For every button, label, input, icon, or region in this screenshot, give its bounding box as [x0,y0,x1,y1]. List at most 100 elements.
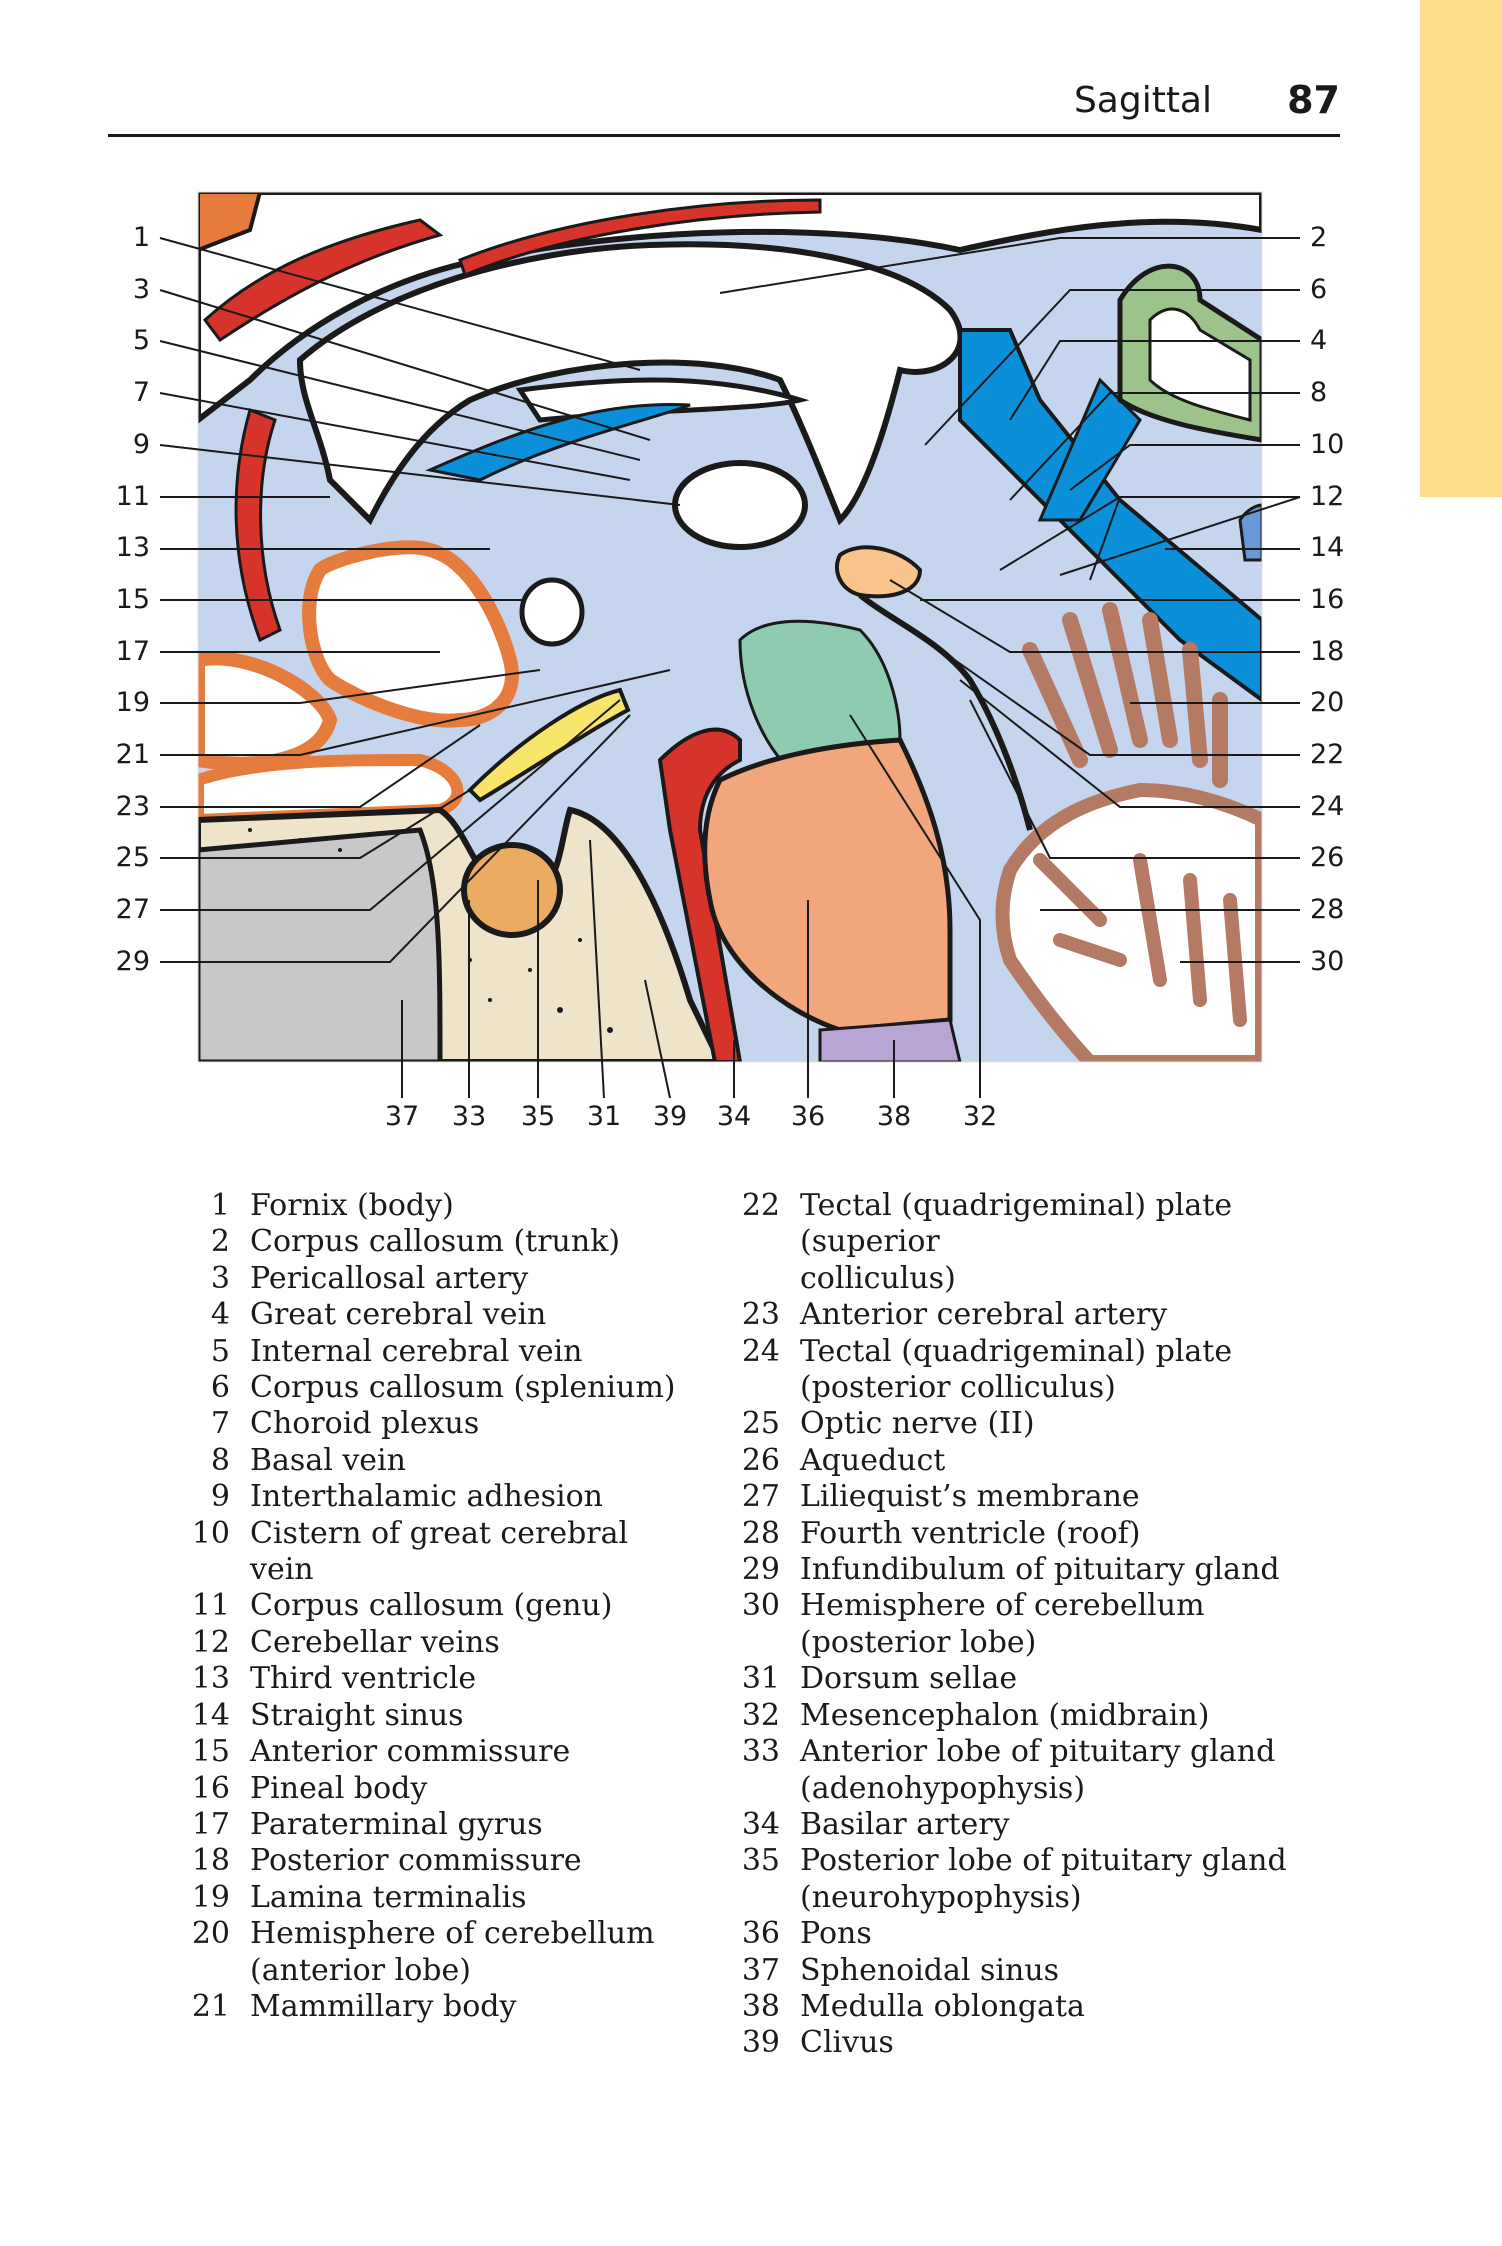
diagram-label-4: 4 [1310,325,1328,357]
legend-text: Pineal body [230,1771,427,1807]
legend-item: 11 Corpus callosum (genu) [180,1588,700,1624]
legend-text: Fourth ventricle (roof) [780,1516,1141,1552]
medulla-oblongata [818,1018,962,1062]
legend-text-line: Liliequist’s membrane [800,1479,1140,1515]
legend-number: 31 [741,1661,780,1697]
legend-item: 2 Corpus callosum (trunk) [180,1224,700,1260]
legend-text: Dorsum sellae [780,1661,1017,1697]
legend-text: Interthalamic adhesion [230,1479,603,1515]
legend-item: 23 Anterior cerebral artery [730,1297,1370,1333]
basilar-artery [657,727,743,1062]
diagram-label-17: 17 [115,635,150,667]
legend-right-column: 22 Tectal (quadrigeminal) plate (superior… [730,1188,1370,2062]
leader-lines [159,237,1301,1099]
legend-item: 32 Mesencephalon (midbrain) [730,1698,1370,1734]
legend-text: Hemisphere of cerebellum (anterior lobe) [230,1916,655,1989]
legend-number: 6 [210,1370,230,1406]
diagram-label-35: 35 [520,1101,556,1132]
legend-item: 34 Basilar artery [730,1807,1370,1843]
legend-text-line: Cistern of great cerebral vein [250,1515,629,1588]
legend-text: Hemisphere of cerebellum (posterior lobe) [780,1588,1205,1661]
interthalamic-adhesion [672,460,808,550]
legend-text-line: Anterior cerebral artery [800,1297,1168,1333]
legend-item: 10 Cistern of great cerebral vein [180,1516,700,1589]
diagram-label-32: 32 [962,1101,998,1132]
legend-number: 26 [741,1442,780,1478]
diagram-label-29: 29 [115,945,150,977]
legend-item: 29 Infundibulum of pituitary gland [730,1552,1370,1588]
legend-text-line: Tectal (quadrigeminal) plate (superior [800,1188,1233,1260]
legend-item: 20 Hemisphere of cerebellum (anterior lobe… [180,1916,700,1989]
legend-number: 14 [191,1697,230,1733]
legend-number: 24 [741,1333,780,1369]
legend-text: Cistern of great cerebral vein [230,1516,700,1589]
diagram-label-38: 38 [876,1101,912,1132]
legend-text: Sphenoidal sinus [780,1953,1059,1989]
legend-text: Aqueduct [780,1443,945,1479]
aqueduct [858,592,1033,831]
legend-text-line: Mammillary body [250,1988,517,2024]
legend-text: Basilar artery [780,1807,1010,1843]
legend-item: 4 Great cerebral vein [180,1297,700,1333]
legend-text-line: Third ventricle [250,1661,477,1697]
legend-text-line: Corpus callosum (trunk) [250,1224,621,1260]
legend-number: 5 [210,1333,230,1369]
pericallosal-artery [202,218,444,343]
legend-number: 1 [210,1188,230,1223]
legend-item: 15 Anterior commissure [180,1734,700,1770]
pineal-body [834,545,923,599]
legend-item: 12 Cerebellar veins [180,1625,700,1661]
legend-text-line: Posterior lobe of pituitary gland [800,1843,1287,1879]
legend-text-line: Great cerebral vein [250,1297,547,1333]
sagittal-brain-diagram [159,191,1301,1099]
legend-item: 3 Pericallosal artery [180,1261,700,1297]
legend-text: Anterior lobe of pituitary gland (adenohy… [780,1734,1275,1807]
legend-item: 19 Lamina terminalis [180,1880,700,1916]
anterior-commissure [519,577,585,647]
legend-text-line: Basilar artery [800,1806,1010,1842]
legend-number: 16 [191,1770,230,1806]
legend-text-line: Anterior commissure [250,1734,571,1770]
legend-number: 25 [741,1406,780,1442]
legend-number: 33 [741,1734,780,1770]
legend-item: 39 Clivus [730,2025,1370,2061]
legend-number: 20 [191,1916,230,1952]
legend-text: Optic nerve (II) [780,1406,1035,1442]
legend-number: 30 [741,1588,780,1624]
legend-text-line: Pericallosal artery [250,1260,529,1296]
legend-item: 16 Pineal body [180,1771,700,1807]
section-title: Sagittal [1073,80,1212,121]
corpus-callosum [296,241,964,526]
legend-text: Basal vein [230,1443,406,1479]
diagram-label-22: 22 [1310,739,1345,770]
legend-text: Clivus [780,2025,894,2061]
legend-text-line: Corpus callosum (genu) [250,1588,613,1624]
legend-text: Fornix (body) [230,1188,454,1224]
diagram-label-33: 33 [451,1101,487,1132]
diagram-label-11: 11 [115,480,150,512]
legend-text-line: (adenohypophysis) [800,1770,1086,1806]
legend-text: Lamina terminalis [230,1880,527,1916]
diagram-label-28: 28 [1310,894,1345,926]
great-cerebral-vein [958,328,1262,703]
legend-text: Internal cerebral vein [230,1334,583,1370]
legend-item: 25 Optic nerve (II) [730,1406,1370,1442]
diagram-label-1: 1 [132,222,150,253]
legend-text-line: Infundibulum of pituitary gland [800,1552,1280,1588]
legend-text-line: Straight sinus [250,1697,464,1733]
diagram-label-15: 15 [115,583,150,615]
diagram-label-2: 2 [1310,222,1328,253]
legend-number: 32 [741,1697,780,1733]
legend-text: Third ventricle [230,1661,476,1697]
legend-number: 28 [741,1515,780,1551]
diagram-label-37: 37 [384,1101,420,1132]
pituitary-gland [461,842,563,938]
diagram-label-21: 21 [115,739,150,770]
diagram-label-30: 30 [1310,945,1345,977]
legend-item: 1 Fornix (body) [180,1188,700,1224]
legend-number: 10 [191,1515,230,1551]
legend-number: 22 [741,1188,780,1223]
legend-text: Corpus callosum (genu) [230,1588,612,1624]
legend-text-line: (posterior lobe) [800,1624,1037,1660]
legend-number: 27 [741,1479,780,1515]
